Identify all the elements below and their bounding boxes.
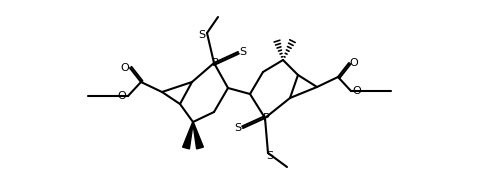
Text: O: O [118, 91, 126, 101]
Polygon shape [182, 122, 194, 149]
Text: S: S [266, 151, 274, 161]
Text: S: S [240, 47, 247, 57]
Text: S: S [234, 123, 241, 133]
Polygon shape [193, 122, 204, 149]
Text: P: P [212, 58, 218, 68]
Text: S: S [198, 30, 205, 40]
Text: O: O [353, 86, 361, 96]
Text: O: O [121, 63, 129, 73]
Text: O: O [350, 58, 358, 68]
Text: P: P [262, 113, 269, 123]
